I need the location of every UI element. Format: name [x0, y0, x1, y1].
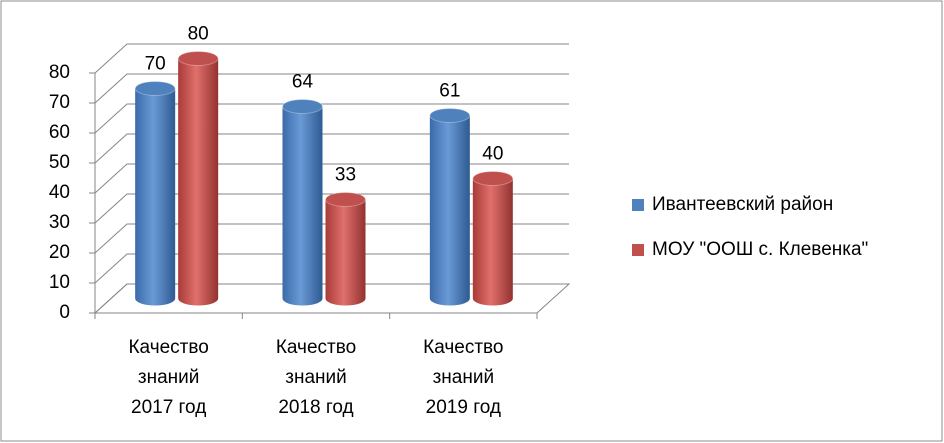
bar — [282, 106, 323, 306]
bar-top — [134, 81, 176, 96]
bar-top — [325, 192, 366, 207]
bar — [429, 115, 470, 306]
grid-line — [94, 163, 569, 194]
grid-line — [94, 73, 569, 104]
value-label: 70 — [145, 54, 166, 75]
grid-line — [94, 43, 569, 74]
grid-line — [94, 133, 569, 164]
grid-line — [94, 283, 569, 314]
x-tick-label-box: Качество знаний 2018 год — [275, 337, 357, 418]
y-tick-label: 40 — [49, 182, 70, 203]
bar — [135, 88, 176, 306]
x-tick-label: Качество знаний 2019 год — [423, 337, 504, 418]
x-tick-label: Качество знаний 2018 год — [275, 337, 357, 418]
bar-top — [429, 108, 471, 123]
y-tick-label: 30 — [49, 212, 70, 233]
bar — [472, 178, 513, 306]
x-tick-label-box: Качество знаний 2017 год — [128, 337, 209, 418]
value-label: 61 — [439, 81, 460, 102]
legend-swatch — [632, 244, 644, 256]
value-label: 80 — [188, 24, 209, 45]
grid-line — [94, 193, 569, 224]
value-label: 40 — [482, 144, 503, 165]
bar-top — [177, 51, 219, 66]
legend-label: Ивантеевский район — [652, 194, 833, 215]
bar — [178, 58, 219, 306]
legend-swatch — [632, 199, 644, 211]
bar — [325, 199, 366, 306]
y-tick-label: 0 — [59, 302, 70, 323]
grid-line — [94, 253, 569, 284]
x-tick-label-box: Качество знаний 2019 год — [423, 337, 504, 418]
legend-label: МОУ "ООШ с. Клевенка" — [652, 239, 868, 260]
y-tick-label: 60 — [49, 122, 70, 143]
grid-line — [94, 223, 569, 254]
y-tick-label: 10 — [49, 272, 70, 293]
grid-line — [94, 103, 569, 134]
x-tick-label: Качество знаний 2017 год — [128, 337, 209, 418]
bar-top — [472, 171, 514, 186]
value-label: 33 — [335, 165, 356, 186]
bar-top — [282, 99, 323, 114]
value-label: 64 — [292, 72, 314, 93]
y-tick-label: 80 — [49, 62, 70, 83]
y-tick-label: 20 — [49, 242, 70, 263]
y-tick-label: 50 — [49, 152, 70, 173]
y-tick-label: 70 — [49, 92, 70, 113]
